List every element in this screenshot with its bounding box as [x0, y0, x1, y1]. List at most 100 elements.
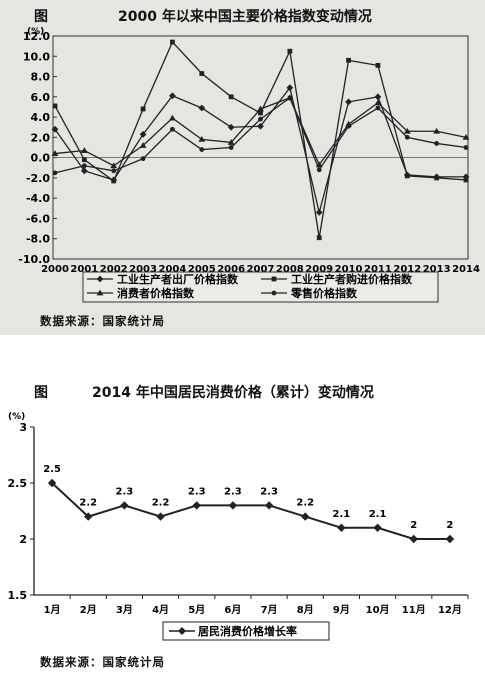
chart2-point — [445, 534, 455, 544]
chart2-legend: 居民消费价格增长率 — [162, 621, 330, 641]
chart1-y-tick-label: 2.0 — [31, 131, 51, 144]
chart1-point — [80, 167, 88, 175]
chart1-point — [227, 123, 235, 131]
chart2-x-tick-label: 5月 — [188, 604, 205, 616]
chart1-y-tick-label: -8.0 — [26, 233, 50, 246]
chart1-y-tick-label: -4.0 — [26, 192, 50, 205]
chart2-data-label: 2.3 — [188, 486, 206, 497]
chart2-series-line — [51, 482, 450, 540]
chart1-y-tick-label: 0.0 — [31, 152, 51, 165]
chart1-point — [139, 142, 147, 148]
chart2-point — [264, 501, 274, 510]
chart1-legend-marker — [271, 290, 277, 296]
chart2-data-label: 2.2 — [79, 498, 97, 509]
chart1-point — [287, 48, 293, 54]
chart1-point — [346, 123, 351, 129]
chart1-y-tick-label: 8.0 — [31, 71, 51, 84]
chart1-point — [81, 163, 87, 169]
chart2-point — [337, 523, 346, 532]
chart2-legend-label: 居民消费价格增长率 — [198, 624, 297, 638]
chart2-x-tick-label: 6月 — [224, 604, 241, 616]
chart2-legend-box — [162, 621, 330, 641]
chart2-x-tick-label: 2月 — [80, 604, 97, 616]
chart1-y-tick-label: -10.0 — [18, 253, 50, 266]
chart1-x-tick-label: 2002 — [100, 264, 128, 275]
chart2-point — [156, 512, 165, 521]
chart1-point — [110, 162, 118, 169]
chart2-point — [373, 523, 382, 532]
chart1-point — [170, 126, 175, 132]
chart1-y-tick-label: -2.0 — [26, 172, 50, 185]
chart1-point — [463, 177, 469, 183]
chart1-point — [140, 106, 146, 112]
chart1-point — [198, 135, 206, 142]
chart1-legend-marker — [96, 289, 104, 296]
chart1-point — [286, 84, 294, 92]
chart1-point — [111, 178, 117, 184]
chart2-point — [301, 512, 310, 521]
chart1-point — [257, 122, 264, 130]
chart2-x-tick-label: 9月 — [333, 604, 350, 616]
chart1-point — [375, 105, 381, 111]
chart1-point — [199, 147, 205, 152]
chart1-axes: 12.0 10.0 8.0 6.0 4.0 2.0 0.0 -2.0 -4.0 -6.0 -8.0 -… — [18, 27, 480, 275]
chart1-x-tick-label: 2009 — [305, 264, 333, 275]
chart1-source: 数据来源：国家统计局 — [40, 314, 165, 328]
chart2-point — [228, 501, 238, 510]
chart1-x-tick-label: 2003 — [129, 264, 157, 275]
chart2-axes: 3 2.5 2 1.5 (%) 1月 2月 3月 4月 5月 6月 7月 8月 9月 10月 11月 12月 — [8, 412, 469, 616]
chart1-point — [287, 95, 293, 101]
chart2-x-tick-label: 8月 — [297, 604, 314, 616]
chart1-legend-box — [82, 271, 439, 303]
chart1-point — [51, 150, 59, 156]
chart2-y-tick-label: 3 — [19, 421, 27, 434]
chart2-point — [192, 501, 201, 510]
chart2-x-tick-label: 10月 — [366, 604, 390, 616]
chart1-point — [228, 94, 234, 100]
chart1-point — [140, 156, 146, 162]
chart1-point — [403, 127, 411, 134]
chart1-y-tick-label: 12.0 — [23, 30, 50, 43]
chart2-y-tick-label: 2.5 — [8, 477, 28, 490]
chart2-data-label: 2 — [410, 520, 417, 531]
chart1-y-tick-label: 6.0 — [31, 91, 51, 104]
chart1-legend-marker — [271, 276, 277, 282]
chart1-point — [228, 145, 234, 150]
chart1-point — [258, 116, 263, 122]
chart2-y-tick-label: 2 — [19, 533, 27, 546]
chart2-point — [47, 478, 57, 488]
chart1-point — [258, 110, 263, 116]
chart1-point — [404, 134, 410, 140]
chart1-point — [81, 157, 87, 163]
chart1-point — [316, 167, 322, 173]
chart1-legend-label: 工业生产者购进价格指数 — [291, 272, 413, 286]
chart1-x-tick-label: 2005 — [188, 264, 216, 275]
chart1-x-tick-label: 2010 — [335, 264, 363, 275]
chart1-point — [374, 93, 382, 101]
chart1-point — [374, 99, 382, 106]
chart1-point — [463, 145, 469, 150]
chart1-point — [170, 39, 175, 45]
chart2-source: 数据来源：国家统计局 — [40, 655, 165, 669]
chart2-data-label: 2.2 — [152, 498, 170, 509]
chart2-point — [120, 501, 129, 510]
chart1-y-tick-label: 4.0 — [31, 111, 51, 124]
chart1-point — [51, 125, 59, 133]
chart1-point — [199, 71, 205, 76]
chart2-title: 2014 年中国居民消费价格（累计）变动情况 — [92, 385, 374, 401]
chart1-x-tick-label: 2008 — [276, 264, 304, 275]
chart2-data-label: 2.3 — [224, 486, 242, 497]
chart1-x-tick-label: 2004 — [159, 264, 187, 275]
chart1-legend-label: 消费者价格指数 — [117, 286, 195, 300]
chart1-point — [169, 92, 176, 100]
chart2-legend-marker — [178, 627, 186, 635]
chart1-x-tick-label: 2011 — [364, 264, 392, 275]
chart2-unit-label: (%) — [8, 412, 25, 422]
chart1-point — [257, 105, 264, 112]
chart2-point — [409, 534, 418, 544]
chart1-figure-label: 图 — [34, 9, 48, 25]
chart2-data-label: 2.1 — [369, 509, 387, 520]
chart1-title: 2000 年以来中国主要价格指数变动情况 — [118, 9, 372, 25]
chart1-point — [169, 114, 176, 121]
